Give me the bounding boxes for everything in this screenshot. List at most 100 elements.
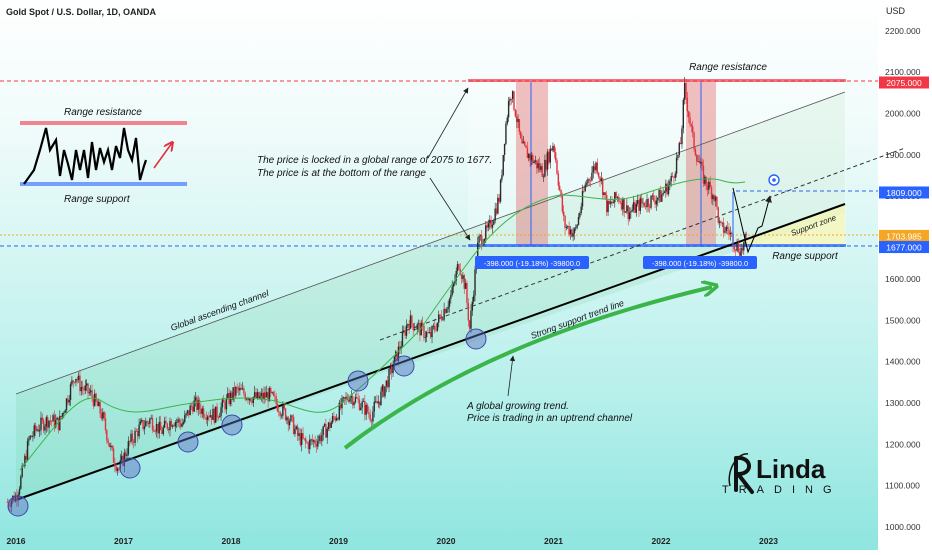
candle-body (348, 399, 350, 402)
candle-body (138, 424, 140, 437)
candle-body (693, 132, 695, 149)
candle-body (287, 417, 289, 426)
candle-body (424, 337, 427, 338)
candle-body (701, 161, 703, 166)
candle-body (377, 401, 379, 404)
candle-body (509, 98, 511, 101)
candle-body (68, 399, 70, 403)
price-axis-panel[interactable] (878, 0, 932, 550)
candle-body (439, 314, 441, 316)
candle-body (10, 500, 13, 507)
candle-body (26, 440, 29, 461)
x-axis[interactable]: 2016 2017 2018 2019 2020 2021 2022 2023 (7, 536, 779, 546)
candle-body (321, 435, 323, 442)
candle-body (477, 242, 479, 265)
candle-body (575, 227, 577, 229)
candle-body (400, 346, 402, 350)
touch-circle (119, 457, 141, 479)
price-label-bg (879, 229, 929, 242)
candle-body (34, 425, 37, 431)
candle-body (198, 400, 201, 410)
candle-body (466, 282, 468, 303)
candle-body (325, 424, 327, 438)
candle-body (216, 406, 218, 418)
candle-body (239, 387, 241, 391)
candle-body (679, 142, 682, 145)
candle-body (616, 196, 619, 198)
candle-body (404, 330, 406, 336)
candle-body (600, 178, 603, 181)
candle-body (608, 201, 611, 204)
support-zone (740, 204, 845, 246)
candle-body (632, 202, 635, 210)
candle-body (505, 123, 507, 144)
candle-body (674, 173, 676, 178)
candle-body (282, 404, 284, 416)
candle-body (712, 195, 714, 200)
candle-body (380, 391, 382, 405)
candle-body (708, 181, 710, 190)
candle-body (548, 151, 550, 163)
support-trendline[interactable] (15, 203, 846, 501)
candle-body (311, 439, 314, 442)
locked-text-line2: The price is at the bottom of the range (257, 168, 426, 179)
candle-body (601, 178, 604, 195)
candle-body (393, 356, 396, 367)
candle-body (127, 441, 130, 455)
candle-body (452, 283, 455, 287)
candle-body (694, 148, 697, 156)
candle-body (227, 393, 229, 398)
x-tick-label: 2018 (222, 536, 241, 546)
candle-body (412, 323, 414, 331)
candle-body (626, 205, 628, 212)
candle-body (525, 145, 527, 148)
candle-body (713, 195, 715, 201)
candle-body (271, 392, 273, 393)
candle-body (245, 398, 248, 400)
candle-body (303, 438, 306, 440)
candle-body (208, 416, 210, 418)
candle-body (696, 155, 698, 162)
candle-body (435, 329, 437, 331)
channel-mid-line (379, 147, 906, 341)
candle-body (481, 235, 483, 246)
candle-body (384, 386, 386, 397)
candle-body (354, 396, 357, 403)
candle-body (403, 330, 405, 332)
x-tick-label: 2016 (7, 536, 26, 546)
candle-body (174, 422, 177, 427)
trend-text-line2: Price is trading in an uptrend channel (467, 413, 633, 424)
candle-body (342, 397, 345, 399)
candle-body (53, 415, 56, 428)
candle-body (478, 235, 480, 243)
target-icon[interactable] (768, 174, 780, 186)
candle-body (25, 455, 27, 461)
candle-body (588, 179, 590, 181)
candle-body (499, 179, 502, 202)
candle-body (369, 414, 371, 421)
candle-body (65, 398, 68, 411)
candle-body (510, 98, 513, 100)
candle-body (700, 161, 702, 164)
candle-body (599, 176, 601, 181)
y-tick-label: 1400.000 (885, 357, 921, 367)
candle-body (177, 419, 179, 422)
candle-body (463, 275, 465, 289)
candle-body (305, 438, 307, 443)
candle-body (21, 465, 23, 477)
price-label-bg (879, 186, 929, 199)
candle-body (485, 225, 487, 239)
candle-body (686, 97, 689, 112)
candle-body (692, 126, 694, 133)
candle-body (458, 264, 460, 270)
candle-body (392, 366, 394, 374)
candle-body (558, 185, 561, 190)
candle-body (564, 215, 566, 228)
inset-support-band (20, 182, 187, 186)
candle-body (223, 399, 225, 403)
candle-body (163, 420, 166, 428)
candle-body (100, 413, 103, 419)
candle-body (56, 417, 58, 420)
candle-body (364, 401, 366, 415)
